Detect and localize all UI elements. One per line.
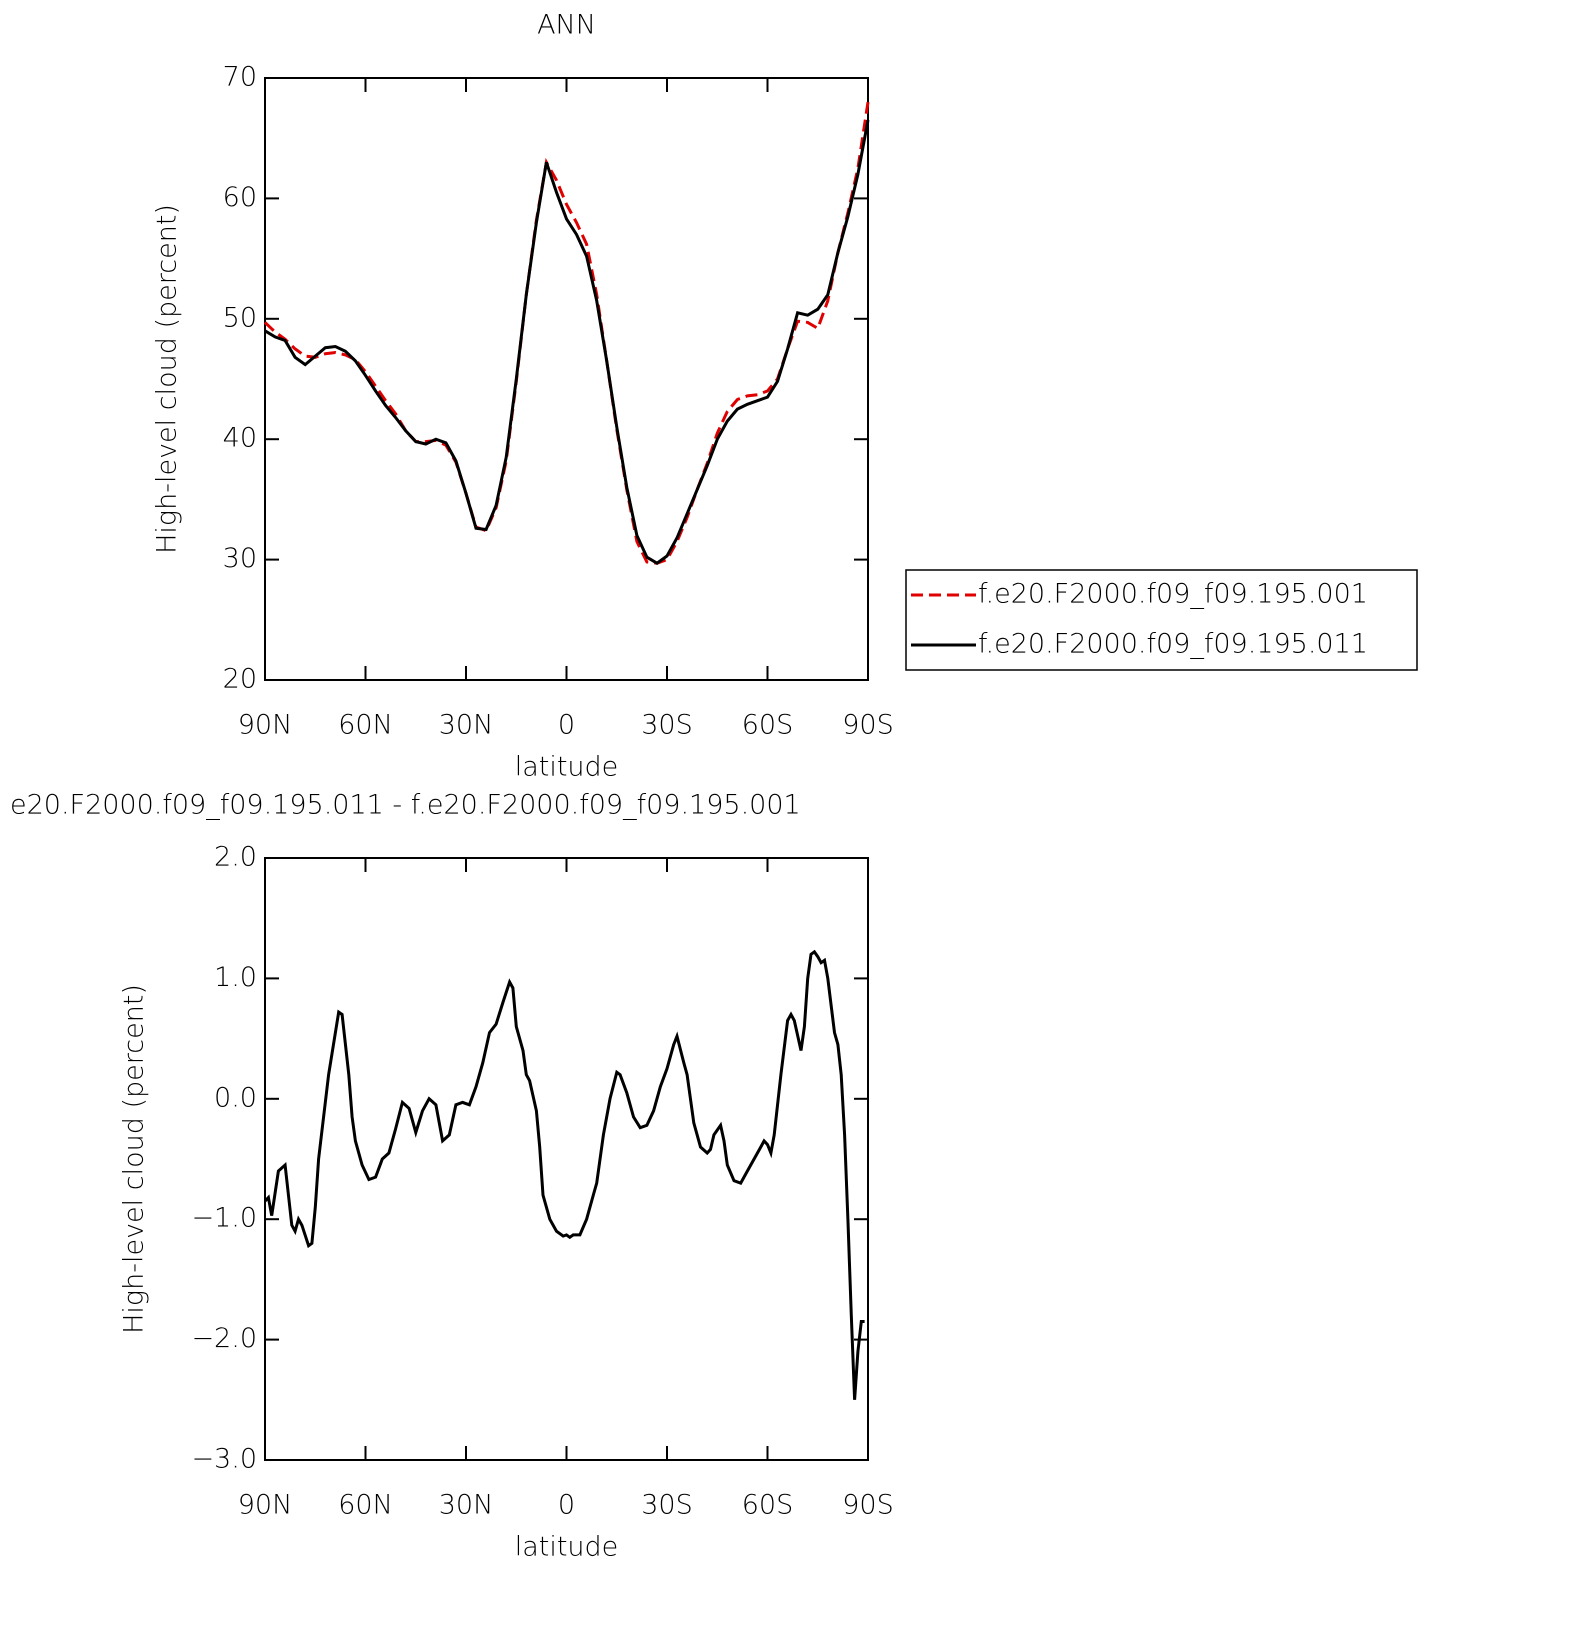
- x-tick-label: 60N: [338, 1490, 393, 1521]
- x-tick-label: 60S: [742, 1490, 794, 1521]
- y-tick-label: −2.0: [191, 1323, 257, 1354]
- plot-frame: [264, 77, 869, 681]
- data-line: [264, 119, 870, 565]
- y-tick-label: 40: [223, 423, 257, 454]
- data-line: [263, 949, 865, 1400]
- x-tick-label: 0: [558, 1490, 575, 1521]
- x-tick-label: 30N: [439, 1490, 494, 1521]
- x-tick-label: 30S: [641, 1490, 693, 1521]
- y-tick-label: 2.0: [214, 842, 257, 873]
- x-axis-label: latitude: [515, 752, 619, 783]
- legend-label: f.e20.F2000.f09_f09.195.011: [978, 629, 1368, 660]
- y-tick-label: 60: [223, 182, 257, 213]
- y-tick-label: 50: [223, 302, 257, 333]
- y-tick-label: 20: [223, 664, 257, 695]
- x-tick-label: 0: [558, 710, 575, 741]
- x-tick-label: 90N: [238, 710, 293, 741]
- legend-box: [905, 569, 1418, 671]
- y-axis-label: High-level cloud (percent): [152, 204, 183, 554]
- legend-label: f.e20.F2000.f09_f09.195.001: [978, 579, 1368, 610]
- chart-title: ANN: [537, 10, 596, 41]
- y-axis-label: High-level cloud (percent): [119, 984, 150, 1334]
- y-tick-label: −1.0: [191, 1203, 257, 1234]
- y-tick-label: 30: [223, 543, 257, 574]
- x-tick-label: 90S: [842, 1490, 894, 1521]
- x-tick-label: 30N: [439, 710, 494, 741]
- y-tick-label: 70: [223, 62, 257, 93]
- x-tick-label: 90S: [842, 710, 894, 741]
- x-tick-label: 60N: [338, 710, 393, 741]
- x-tick-label: 90N: [238, 1490, 293, 1521]
- x-tick-label: 60S: [742, 710, 794, 741]
- y-tick-label: 1.0: [214, 962, 257, 993]
- y-tick-label: 0.0: [214, 1082, 257, 1113]
- plot-frame: [264, 857, 869, 1461]
- data-line: [263, 101, 870, 565]
- x-axis-label: latitude: [515, 1532, 619, 1563]
- x-tick-label: 30S: [641, 710, 693, 741]
- y-tick-label: −3.0: [191, 1444, 257, 1475]
- chart-title: e20.F2000.f09_f09.195.011 - f.e20.F2000.…: [10, 790, 801, 821]
